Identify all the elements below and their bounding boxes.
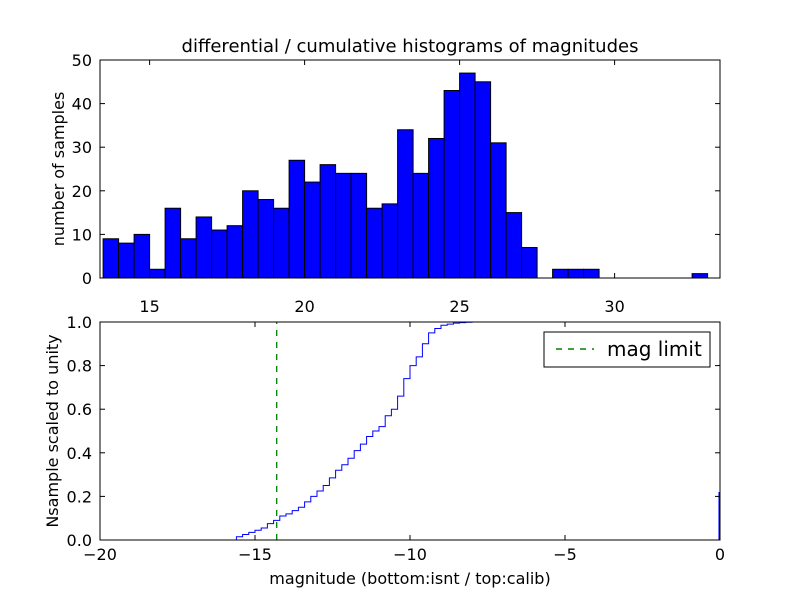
histogram-bar — [490, 142, 507, 279]
top-y-axis-label: number of samples — [49, 92, 68, 247]
histogram-bar — [180, 238, 197, 279]
bottom-lines-group — [100, 321, 720, 541]
histogram-bar — [428, 137, 445, 279]
cumulative-step-line — [100, 321, 479, 541]
bottom-y-tick-label: 0.8 — [67, 357, 92, 376]
histogram-bar — [567, 268, 585, 279]
bottom-y-axis-label: Nsample scaled to unity — [43, 334, 62, 527]
histogram-bar — [164, 207, 182, 279]
top-bars-group — [102, 72, 709, 279]
histogram-bar — [195, 216, 213, 279]
histogram-bar — [691, 273, 709, 279]
histogram-bar — [381, 203, 399, 279]
bottom-y-tick-label: 0.2 — [67, 487, 92, 506]
histogram-bar — [273, 207, 290, 279]
legend: mag limit — [543, 331, 711, 368]
histogram-bar — [288, 159, 306, 279]
bottom-y-tick-label: 1.0 — [67, 313, 92, 332]
bottom-ticks-group: −20 −15 −10 −5 0 0.0 0.2 0.4 0.6 0.8 1.0 — [67, 313, 726, 564]
top-x-tick-label: 15 — [139, 297, 159, 316]
histogram-bar — [521, 246, 538, 279]
histogram-bar — [118, 242, 135, 279]
histogram-bar — [412, 172, 430, 279]
top-x-tick-label: 20 — [294, 297, 314, 316]
histogram-bar — [133, 233, 151, 279]
histogram-bar — [505, 212, 523, 279]
histogram-bar — [304, 181, 321, 279]
top-y-tick-label: 40 — [72, 95, 92, 114]
top-y-tick-label: 10 — [72, 225, 92, 244]
top-x-tick-label: 30 — [604, 297, 624, 316]
histogram-bar — [242, 190, 259, 279]
top-y-tick-label: 30 — [72, 138, 92, 157]
top-y-tick-label: 50 — [72, 51, 92, 70]
top-x-tick-label: 25 — [449, 297, 469, 316]
histogram-bar — [257, 199, 275, 279]
histogram-bar — [366, 207, 383, 279]
top-histogram-panel: differential / cumulative histograms of … — [49, 36, 721, 316]
histogram-bar — [443, 90, 461, 279]
histogram-bar — [474, 81, 492, 279]
histogram-bar — [583, 268, 600, 279]
bottom-x-tick-label: −10 — [393, 545, 427, 564]
bottom-y-tick-label: 0.4 — [67, 444, 92, 463]
histogram-bar — [459, 72, 476, 279]
histogram-bar — [397, 129, 414, 279]
histogram-bar — [102, 238, 120, 279]
legend-label-mag-limit: mag limit — [607, 337, 702, 361]
bottom-x-axis-label: magnitude (bottom:isnt / top:calib) — [269, 569, 550, 588]
histogram-bar — [335, 172, 352, 279]
bottom-x-tick-label: −5 — [553, 545, 577, 564]
top-y-tick-label: 20 — [72, 182, 92, 201]
histogram-bar — [149, 268, 166, 279]
bottom-y-tick-label: 0.6 — [67, 400, 92, 419]
bottom-y-tick-label: 0.0 — [67, 531, 92, 550]
top-y-tick-label: 0 — [82, 269, 92, 288]
bottom-cumulative-panel: −20 −15 −10 −5 0 0.0 0.2 0.4 0.6 0.8 1.0 magnitude… — [43, 313, 725, 588]
top-chart-title: differential / cumulative histograms of … — [182, 36, 639, 57]
histogram-bar — [211, 229, 228, 279]
histogram-bar — [350, 172, 368, 279]
histogram-bar — [319, 164, 337, 279]
bottom-x-tick-label: −15 — [238, 545, 272, 564]
histogram-bar — [226, 225, 244, 279]
histogram-bar — [552, 268, 569, 279]
bottom-x-tick-label: 0 — [715, 545, 725, 564]
bottom-x-tick-label: −20 — [83, 545, 117, 564]
top-axes-frame — [99, 59, 721, 279]
bottom-axes-frame — [99, 321, 721, 541]
